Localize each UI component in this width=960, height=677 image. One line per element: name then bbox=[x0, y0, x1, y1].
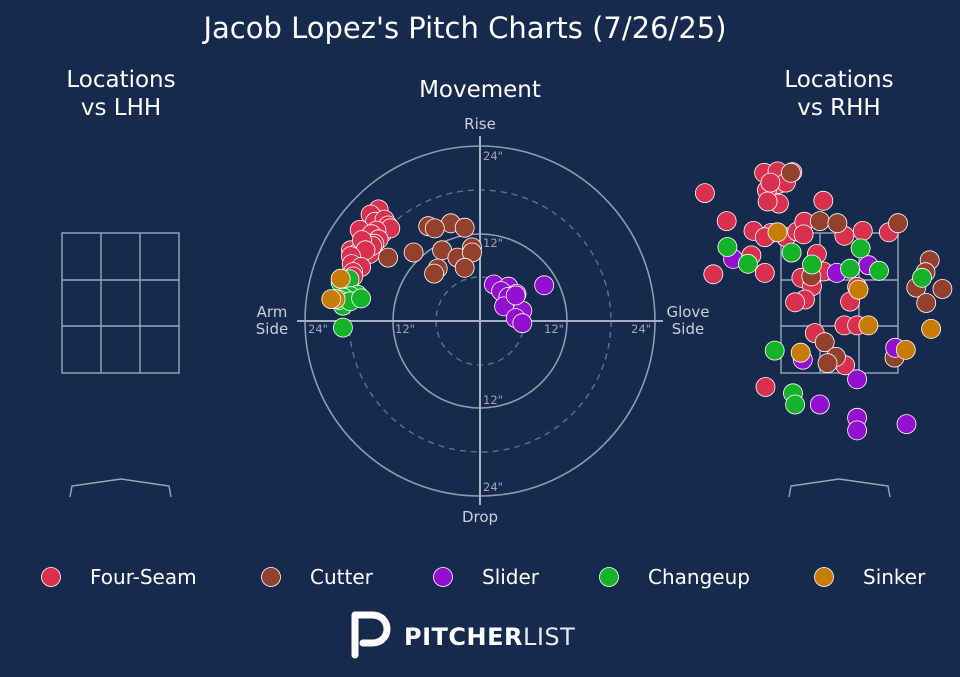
legend-marker-four-seam bbox=[41, 567, 61, 587]
rhh-location-point-four-seam bbox=[785, 292, 805, 313]
rhh-location-point-sinker bbox=[921, 318, 941, 339]
legend-marker-sinker bbox=[814, 567, 834, 587]
rhh-panel-title: Locations bbox=[784, 67, 893, 93]
ring-label-bottom-24: 24" bbox=[483, 480, 503, 494]
ring-label-left-24: 24" bbox=[308, 322, 328, 336]
rhh-panel-subtitle: vs RHH bbox=[797, 95, 880, 121]
legend-label-four-seam: Four-Seam bbox=[90, 565, 197, 589]
rhh-location-point-cutter bbox=[817, 353, 838, 374]
rhh-location-point-cutter bbox=[916, 293, 937, 313]
rhh-location-point-cutter bbox=[827, 213, 848, 234]
movement-plot-frame: 24" 12" 12" 24" 24" 12" 12" 24" Rise Dro… bbox=[256, 115, 710, 526]
rhh-location-point-cutter bbox=[809, 211, 830, 232]
lhh-strike-zone bbox=[61, 232, 180, 374]
rhh-location-point-cutter bbox=[814, 332, 835, 353]
rhh-location-point-four-seam bbox=[754, 262, 775, 283]
movement-axis-label-glove: Glove bbox=[666, 303, 709, 321]
movement-point-changeup bbox=[332, 317, 353, 338]
movement-axis-label-rise: Rise bbox=[464, 115, 496, 133]
rhh-location-point-changeup bbox=[912, 267, 932, 288]
rhh-location-point-four-seam bbox=[755, 377, 776, 397]
rhh-location-point-four-seam bbox=[716, 211, 737, 232]
lhh-panel-subtitle: vs LHH bbox=[81, 95, 161, 121]
movement-point-slider bbox=[512, 313, 533, 334]
rhh-location-point-changeup bbox=[764, 340, 785, 361]
pitcherlist-logo-mark bbox=[351, 611, 391, 659]
rhh-location-point-four-seam bbox=[703, 264, 724, 285]
rhh-location-point-four-seam bbox=[757, 191, 778, 212]
ring-label-top-24: 24" bbox=[483, 149, 503, 163]
rhh-location-point-changeup bbox=[850, 238, 871, 259]
rhh-location-point-four-seam bbox=[813, 190, 834, 211]
legend-label-slider: Slider bbox=[482, 565, 540, 589]
movement-point-cutter bbox=[424, 218, 445, 239]
pitcherlist-logo-text: PITCHERLIST bbox=[404, 623, 575, 651]
movement-points bbox=[321, 199, 555, 338]
rhh-location-point-four-seam bbox=[695, 183, 715, 204]
movement-point-cutter bbox=[424, 263, 445, 284]
legend-marker-changeup bbox=[599, 567, 619, 587]
rhh-location-point-changeup bbox=[717, 237, 738, 257]
movement-point-sinker bbox=[330, 268, 351, 289]
rhh-location-point-changeup bbox=[738, 253, 758, 274]
rhh-location-point-four-seam bbox=[760, 172, 781, 193]
rhh-location-point-slider bbox=[847, 420, 867, 441]
rhh-location-point-changeup bbox=[785, 394, 805, 415]
rhh-location-point-sinker bbox=[858, 315, 879, 336]
movement-point-sinker bbox=[321, 289, 342, 310]
movement-axis-label-arm-side: Side bbox=[256, 320, 288, 338]
movement-point-cutter bbox=[403, 242, 424, 263]
pitcherlist-logo-light: LIST bbox=[523, 623, 575, 651]
rhh-location-point-sinker bbox=[767, 222, 788, 243]
pitcherlist-logo: PITCHERLIST bbox=[351, 611, 575, 659]
movement-point-cutter bbox=[454, 217, 475, 238]
rhh-location-points bbox=[695, 161, 953, 441]
lhh-panel-title: Locations bbox=[66, 67, 175, 93]
rhh-location-point-cutter bbox=[888, 213, 908, 234]
legend-label-changeup: Changeup bbox=[648, 565, 750, 589]
chart-title: Jacob Lopez's Pitch Charts (7/26/25) bbox=[201, 11, 726, 45]
pitcherlist-logo-bold: PITCHER bbox=[404, 623, 523, 651]
rhh-location-point-four-seam bbox=[793, 224, 814, 245]
rhh-location-point-sinker bbox=[895, 339, 916, 360]
movement-axis-label-arm: Arm bbox=[257, 303, 288, 321]
movement-axis-label-drop: Drop bbox=[462, 508, 498, 526]
movement-point-changeup bbox=[351, 288, 372, 309]
rhh-location-point-slider bbox=[847, 369, 867, 390]
rhh-location-point-cutter bbox=[932, 279, 953, 299]
movement-axis-label-glove-side: Side bbox=[672, 320, 704, 338]
movement-point-cutter bbox=[378, 247, 399, 268]
ring-label-right-24: 24" bbox=[631, 322, 651, 336]
rhh-location-point-cutter bbox=[781, 162, 801, 183]
ring-label-bottom-12: 12" bbox=[483, 393, 503, 407]
rhh-location-point-sinker bbox=[790, 342, 811, 363]
legend: Four-Seam Cutter Slider Changeup Sinker bbox=[41, 565, 926, 589]
movement-point-slider bbox=[534, 275, 555, 296]
movement-panel-title: Movement bbox=[419, 77, 541, 103]
rhh-location-point-four-seam bbox=[852, 220, 873, 241]
movement-point-cutter bbox=[454, 257, 475, 278]
rhh-home-plate bbox=[788, 478, 891, 498]
movement-point-slider bbox=[505, 285, 526, 306]
legend-marker-cutter bbox=[261, 567, 281, 587]
rhh-location-point-changeup bbox=[781, 242, 802, 263]
rhh-location-point-changeup bbox=[840, 258, 860, 279]
ring-label-top-12: 12" bbox=[483, 236, 503, 250]
ring-label-left-12: 12" bbox=[395, 322, 415, 336]
rhh-location-point-slider bbox=[896, 414, 917, 435]
rhh-location-point-changeup bbox=[802, 254, 822, 275]
legend-label-cutter: Cutter bbox=[310, 565, 374, 589]
rhh-location-point-changeup bbox=[869, 260, 889, 281]
lhh-home-plate bbox=[69, 478, 172, 498]
rhh-location-point-slider bbox=[809, 394, 830, 415]
legend-marker-slider bbox=[433, 567, 453, 587]
legend-label-sinker: Sinker bbox=[863, 565, 926, 589]
ring-label-right-12: 12" bbox=[544, 322, 564, 336]
rhh-location-point-sinker bbox=[848, 279, 869, 300]
